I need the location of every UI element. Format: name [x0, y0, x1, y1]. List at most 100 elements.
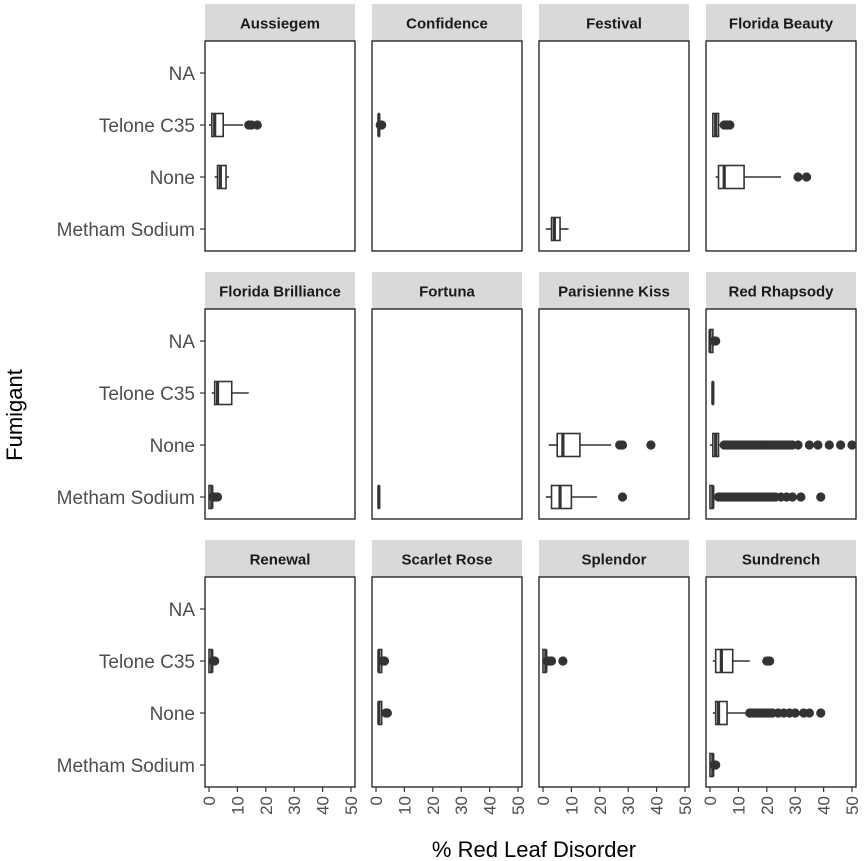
x-tick-label: 40 [648, 796, 667, 815]
outlier-point [210, 656, 220, 666]
outlier-point [546, 656, 557, 666]
box-telone-c35 [208, 648, 220, 674]
facet-strip [706, 272, 856, 309]
x-tick-label: 30 [452, 796, 471, 815]
box-telone-c35 [377, 648, 390, 674]
y-tick-label: Telone C35 [99, 652, 195, 673]
outlier-point [793, 172, 803, 182]
box-none [548, 432, 656, 458]
outlier-point [816, 708, 826, 718]
facet-strip [205, 272, 355, 309]
outlier-point [801, 172, 812, 182]
facet-strip-label: Confidence [406, 16, 488, 33]
box-iqr [556, 432, 581, 458]
y-axis-title: Fumigant [2, 369, 27, 461]
x-tick-label: 40 [815, 796, 834, 815]
facet-panel [371, 576, 523, 788]
facet-splendor: Splendor 0 10 20 30 40 50 [534, 540, 695, 815]
x-tick-label: 50 [676, 796, 695, 815]
y-tick-label: Metham Sodium [57, 488, 195, 509]
x-tick-label: 20 [758, 796, 777, 815]
x-tick-label: 20 [424, 796, 443, 815]
x-tick-label: 30 [786, 796, 805, 815]
outlier-point [558, 656, 568, 666]
box-iqr [211, 112, 224, 138]
box-telone-c35 [209, 112, 262, 138]
y-tick-label: Telone C35 [99, 116, 195, 137]
box-telone-c35 [211, 380, 249, 406]
facet-panel [538, 576, 690, 788]
facet-strip-label: Sundrench [742, 552, 820, 569]
outlier-point [796, 492, 806, 502]
outlier-point [725, 120, 735, 130]
x-tick-label: 50 [509, 796, 528, 815]
box-none [715, 164, 812, 190]
x-tick-label: 30 [619, 796, 638, 815]
y-tick-label: None [150, 436, 195, 457]
facet-strip [372, 272, 522, 309]
box-none [712, 700, 826, 726]
outlier-point [787, 492, 797, 502]
outlier-point [212, 492, 223, 502]
box-iqr [717, 164, 745, 190]
facet-sundrench: Sundrench 0 10 20 30 40 50 [701, 540, 862, 815]
facet-panel [705, 576, 857, 788]
outlier-point [382, 708, 392, 718]
outlier-point [804, 708, 815, 718]
x-tick-label: 10 [228, 796, 247, 815]
facet-strip-label: Florida Beauty [729, 16, 834, 33]
facet-strip [539, 272, 689, 309]
box-telone-c35 [712, 648, 775, 674]
outlier-point [646, 440, 656, 450]
facet-strip [372, 540, 522, 577]
box-metham-sodium [709, 484, 826, 510]
facet-festival: Festival [538, 4, 690, 252]
y-tick-label: NA [169, 332, 196, 353]
facet-panel [538, 40, 690, 252]
outlier-point [793, 440, 803, 450]
y-tick-label: Metham Sodium [57, 756, 195, 777]
box-metham-sodium [545, 216, 569, 242]
x-tick-label: 0 [701, 796, 720, 805]
y-tick-label: Telone C35 [99, 384, 195, 405]
facet-red-rhapsody: Red Rhapsody [705, 272, 857, 520]
facet-strip-label: Florida Brilliance [219, 284, 341, 301]
x-tick-label: 50 [843, 796, 862, 815]
x-tick-label: 50 [342, 796, 361, 815]
y-tick-label: None [150, 704, 195, 725]
facet-fortuna: Fortuna [371, 272, 523, 520]
y-tick-label: None [150, 168, 195, 189]
facet-strip-label: Renewal [250, 552, 311, 569]
box-na [708, 328, 721, 354]
outlier-point [813, 440, 823, 450]
facet-panel [371, 308, 523, 520]
facet-florida-beauty: Florida Beauty [705, 4, 857, 252]
facet-strip-label: Festival [586, 16, 642, 33]
x-tick-label: 10 [395, 796, 414, 815]
x-tick-label: 20 [591, 796, 610, 815]
x-tick-label: 0 [534, 796, 553, 805]
outlier-point [847, 440, 857, 450]
facet-strip-label: Splendor [581, 552, 646, 569]
outlier-point [816, 492, 826, 502]
facet-parisienne-kiss: Parisienne Kiss [538, 272, 690, 520]
box-none [710, 432, 857, 458]
outlier-point [824, 440, 834, 450]
facet-strip-label: Parisienne Kiss [558, 284, 670, 301]
facet-panel [371, 40, 523, 252]
box-metham-sodium [709, 752, 721, 778]
x-tick-label: 0 [200, 796, 219, 805]
x-tick-label: 0 [367, 796, 386, 805]
facet-renewal: Renewal NA Telone C35 None Metham Sodium 0 10 2… [57, 540, 361, 815]
x-tick-label: 40 [481, 796, 500, 815]
y-tick-label: NA [169, 64, 196, 85]
facet-strip [539, 4, 689, 41]
box-metham-sodium [545, 484, 628, 510]
x-tick-label: 20 [257, 796, 276, 815]
facet-panel [204, 576, 356, 788]
facet-panel [204, 40, 356, 252]
x-tick-label: 30 [285, 796, 304, 815]
box-telone-c35 [542, 648, 568, 674]
facet-confidence: Confidence [371, 4, 523, 252]
facet-panels: Aussiegem NA Telone C35 None Metham Sodium Co… [57, 4, 862, 815]
